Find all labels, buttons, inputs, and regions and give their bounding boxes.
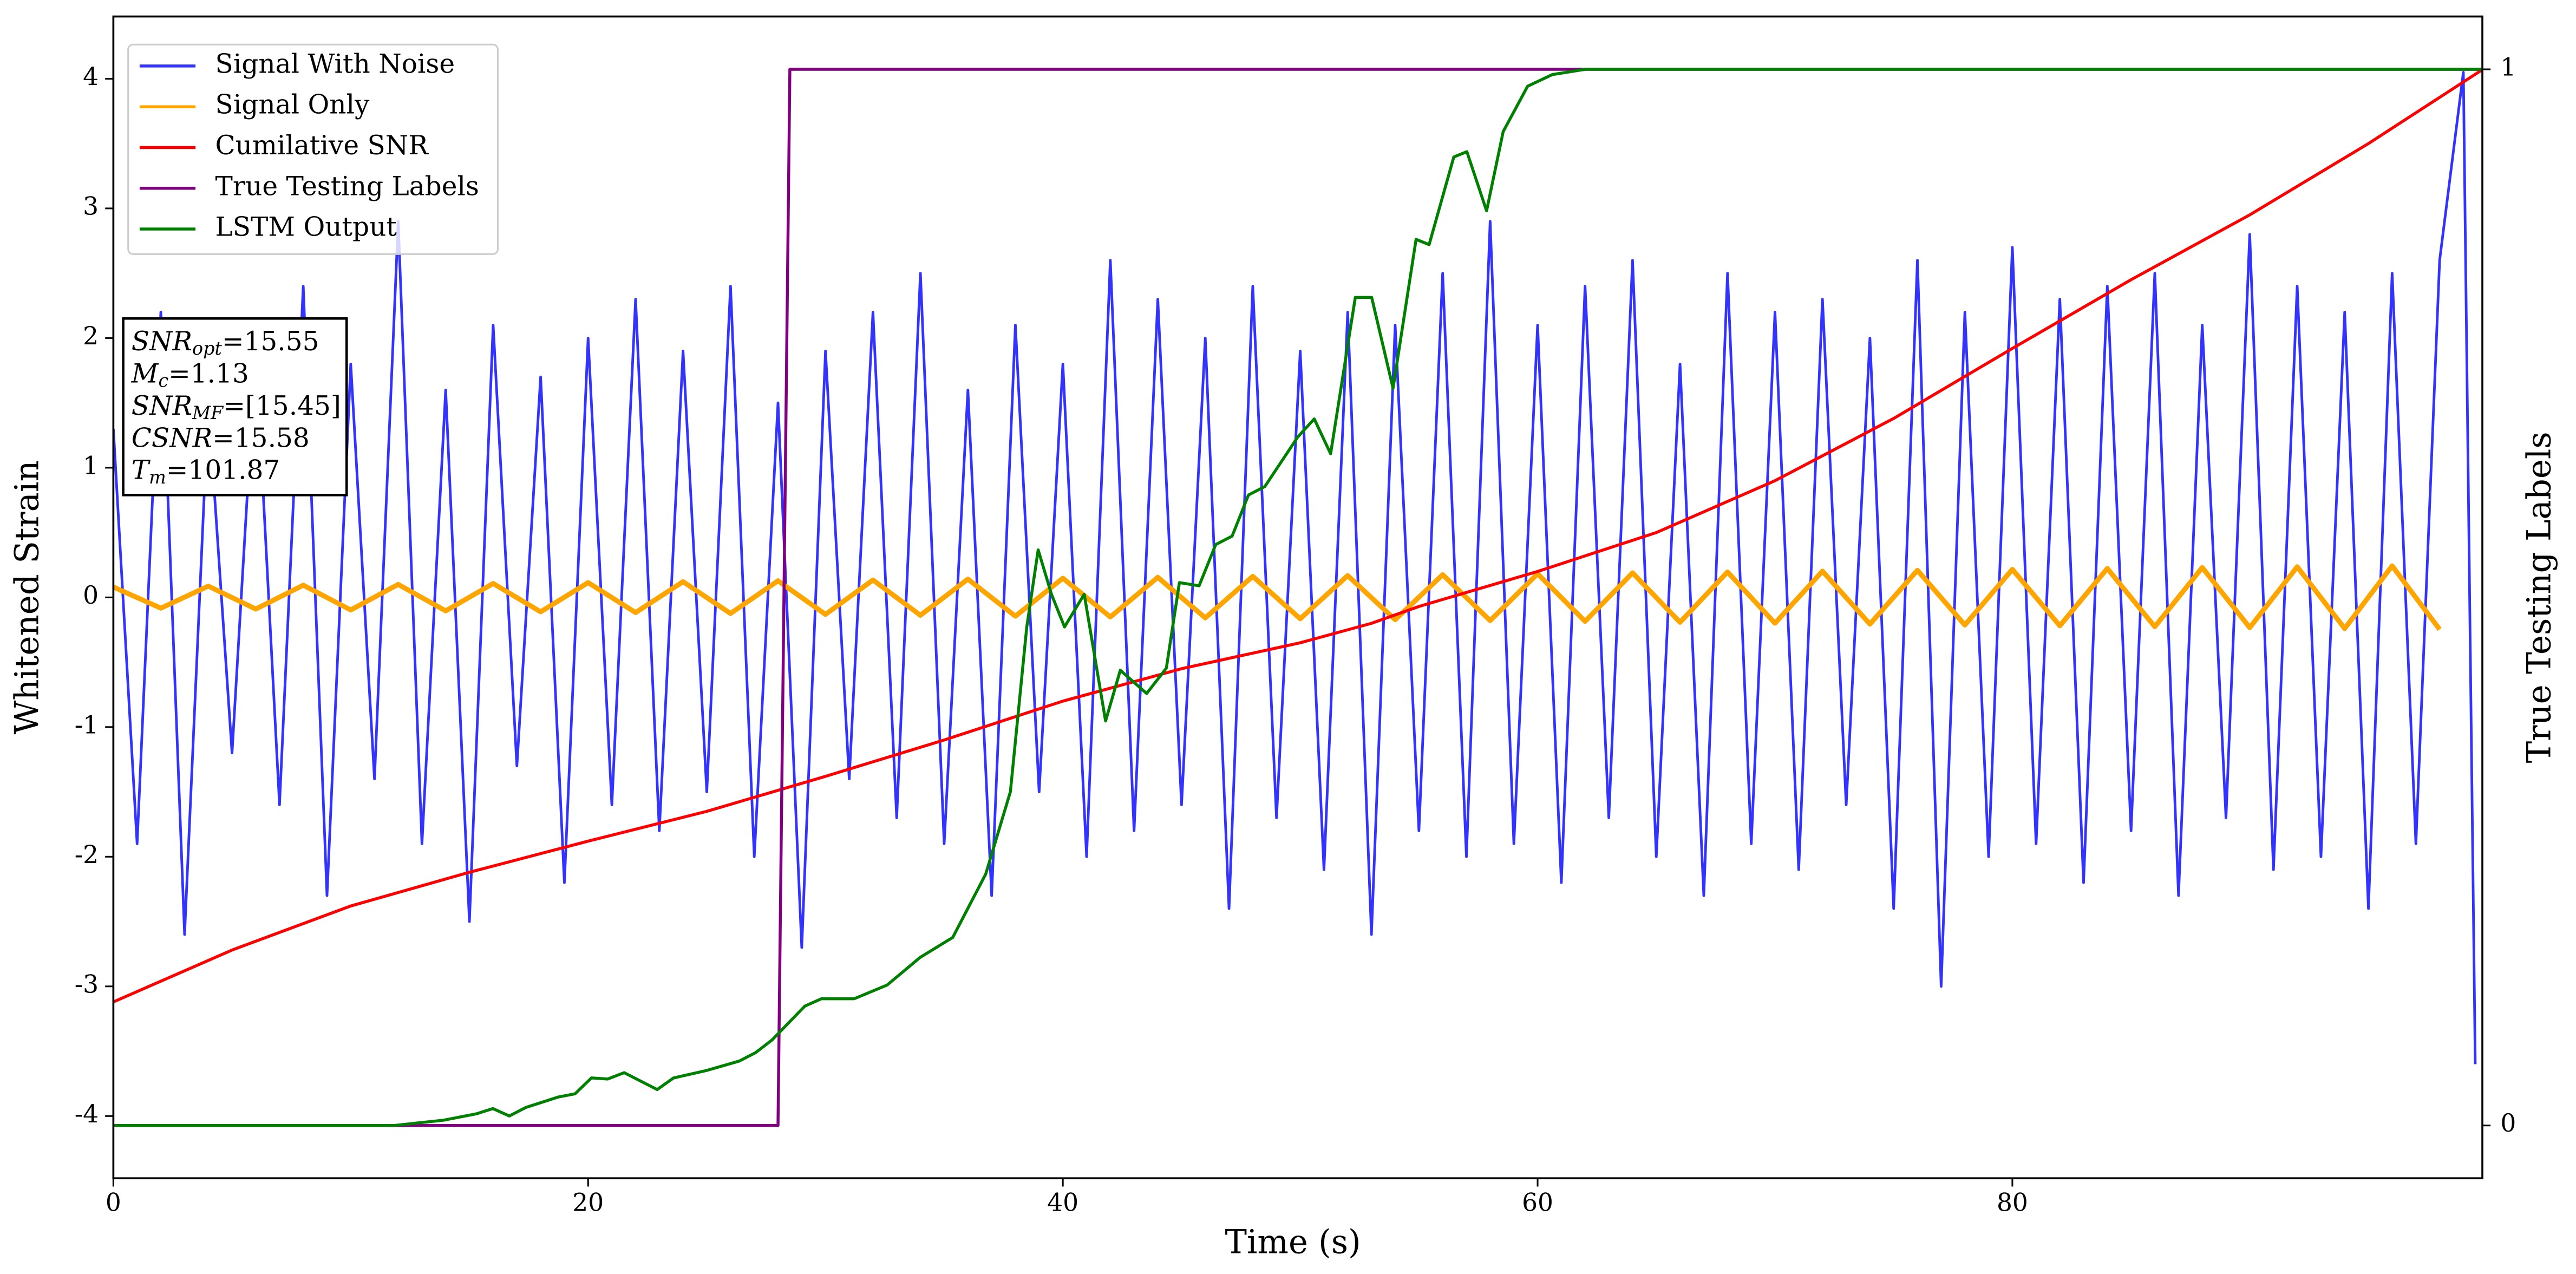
annotation-value: =15.58 (212, 423, 310, 453)
x-tick-label: 0 (106, 1188, 121, 1217)
annotation-symbol: SNR (132, 326, 192, 356)
legend-box (127, 43, 499, 255)
x-axis-label: Time (s) (1225, 1223, 1361, 1261)
annotation-line: SNRopt=15.55 (132, 326, 319, 359)
annotation-symbol: M (131, 358, 159, 389)
series-line (113, 71, 2477, 1064)
annotation-subscript: m (149, 467, 166, 488)
annotation-symbol: T (132, 455, 151, 485)
y2-axis-label: True Testing Labels (2520, 432, 2558, 763)
legend-label: Signal With Noise (215, 49, 455, 79)
legend-label: Cumilative SNR (215, 130, 429, 161)
x-tick-label: 60 (1522, 1188, 1553, 1217)
y2-tick-label: 1 (2500, 53, 2516, 81)
y-tick-label: -2 (75, 840, 99, 869)
legend: Signal With Noise Signal Only Cumilative S… (127, 43, 499, 255)
y-tick-label: 4 (83, 62, 99, 91)
y-tick-label: -4 (75, 1100, 99, 1128)
annotation-value: =101.87 (166, 455, 280, 485)
annotation-line: Mc=1.13 (131, 358, 249, 391)
annotation-symbol: SNR (132, 390, 192, 421)
annotation-line: CSNR=15.58 (132, 423, 310, 453)
y-tick-label: -3 (75, 970, 99, 998)
x-tick-label: 20 (572, 1188, 604, 1217)
series-line (113, 563, 2442, 631)
y-tick-label: -1 (75, 710, 99, 739)
annotation-frame (122, 317, 348, 496)
series-line (113, 68, 2483, 1004)
annotation-line: Tm=101.87 (132, 455, 280, 488)
annotation-subscript: MF (192, 402, 224, 423)
y2-tick-label: 0 (2500, 1109, 2516, 1138)
annotation-subscript: c (158, 370, 168, 391)
legend-label: Signal Only (215, 90, 370, 120)
x-tick-label: 80 (1997, 1188, 2028, 1217)
annotation-value: =15.55 (222, 326, 319, 356)
y-tick-label: 3 (83, 192, 99, 220)
y-axis-label: Whitened Strain (9, 460, 47, 734)
y-tick-label: 0 (83, 581, 99, 610)
annotation-value: =[15.45] (223, 390, 341, 421)
legend-label: True Testing Labels (215, 171, 479, 201)
annotation-value: =1.13 (168, 358, 249, 389)
annotation-box: SNRopt=15.55Mc=1.13SNRMF=[15.45]CSNR=15.… (122, 317, 348, 496)
y-tick-label: 1 (83, 451, 99, 480)
annotation-line: SNRMF=[15.45] (132, 390, 341, 423)
series-line (113, 68, 2482, 1127)
y-tick-label: 2 (83, 322, 99, 350)
annotation-symbol: CSNR (132, 423, 212, 453)
x-tick-label: 40 (1047, 1188, 1078, 1217)
plot-area (113, 68, 2483, 1127)
annotation-subscript: opt (192, 338, 222, 359)
legend-label: LSTM Output (215, 212, 397, 242)
